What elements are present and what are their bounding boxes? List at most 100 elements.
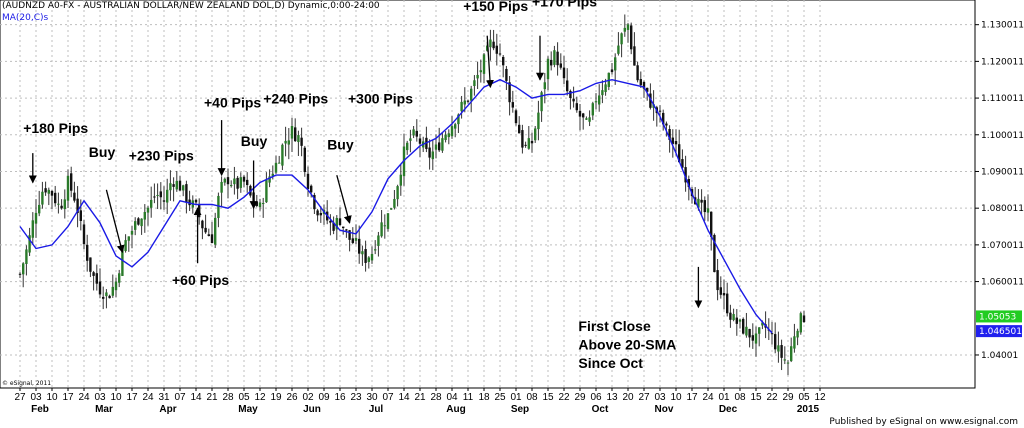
candle-body [169, 183, 172, 191]
candle-body [562, 67, 566, 79]
candle-body [463, 100, 466, 105]
candle-body [66, 175, 70, 201]
candle-body [540, 92, 543, 112]
candle-body [537, 112, 540, 130]
candle-body [358, 238, 361, 254]
candle-body [623, 27, 626, 32]
x-day-label: 16 [334, 392, 346, 403]
candle-body [89, 257, 92, 272]
candle-body [281, 144, 284, 166]
candle-body [335, 218, 338, 230]
candle-body [310, 185, 313, 193]
candle-body [518, 124, 521, 134]
candle-body [530, 140, 534, 144]
candle-body [514, 110, 518, 124]
annotation-label: Since Oct [578, 355, 643, 371]
x-day-label: 31 [158, 392, 170, 403]
candle-body [719, 287, 722, 295]
x-day-label: 01 [718, 392, 730, 403]
x-month-label: Apr [159, 404, 176, 415]
candle-body [303, 147, 306, 173]
y-tick-label: 1.130011 [981, 21, 1024, 31]
candle-body [674, 141, 678, 145]
candle-body [73, 192, 76, 201]
candle-body [646, 87, 649, 92]
candle-body [748, 328, 751, 338]
candle-body [300, 137, 303, 146]
candle-body [498, 53, 502, 55]
x-day-label: 07 [382, 392, 394, 403]
copyright-note: © eSignal, 2011 [2, 380, 52, 387]
candle-body [780, 345, 783, 358]
candle-body [447, 133, 450, 138]
candle-body [134, 221, 137, 230]
candle-body [342, 226, 345, 229]
candle-body [265, 180, 268, 203]
x-day-label: 01 [510, 392, 522, 403]
candle-body [786, 362, 790, 364]
candle-body [114, 281, 118, 291]
candle-body [287, 140, 290, 145]
x-day-label: 13 [606, 392, 618, 403]
candle-body [569, 90, 572, 99]
candle-body [492, 41, 495, 49]
x-day-label: 25 [494, 392, 506, 403]
candle-body [658, 110, 662, 112]
candle-body [601, 90, 604, 96]
candle-body [534, 128, 537, 141]
plot-frame [0, 0, 976, 389]
candle-body [92, 272, 95, 276]
candle-body [418, 138, 422, 144]
x-day-label: 11 [463, 392, 474, 403]
candle-body [393, 198, 396, 208]
candle-body [143, 211, 146, 220]
candle-body [383, 225, 386, 227]
candle-body [175, 180, 178, 190]
x-month-label: Jun [303, 404, 321, 415]
candle-body [713, 234, 716, 273]
annotation-label: +60 Pips [172, 272, 229, 288]
candle-body [140, 218, 143, 227]
x-day-label: 10 [670, 392, 682, 403]
x-day-label: 09 [318, 392, 330, 403]
candle-body [473, 80, 476, 86]
x-day-label: 27 [14, 392, 26, 403]
candle-body [124, 240, 127, 251]
x-day-label: 12 [814, 392, 826, 403]
price-tag-label: 1.046501 [979, 327, 1022, 337]
candle-body [146, 207, 150, 213]
candle-body [230, 185, 233, 187]
candle-body [457, 114, 460, 125]
annotation-arrow [336, 174, 352, 224]
x-day-label: 08 [526, 392, 538, 403]
candle-body [54, 192, 57, 204]
candle-body [44, 188, 47, 193]
y-tick-label: 1.110011 [981, 94, 1024, 104]
candle-body [201, 220, 204, 229]
candle-body [271, 173, 274, 177]
candle-body [118, 273, 121, 283]
candle-body [172, 184, 175, 187]
candle-body [86, 244, 89, 261]
candle-body [678, 144, 681, 163]
annotation-label: +180 Pips [23, 120, 88, 136]
candle-body [364, 249, 367, 263]
candle-body [76, 198, 79, 214]
candle-body [662, 112, 665, 125]
annotation-label: +240 Pips [263, 91, 328, 107]
candle-body [18, 273, 22, 275]
candle-body [639, 79, 642, 86]
candle-body [162, 200, 166, 202]
candle-body [377, 235, 380, 246]
annotation-label: Buy [241, 133, 268, 149]
candle-body [329, 220, 332, 223]
candle-body [60, 205, 63, 209]
x-day-label: 05 [238, 392, 250, 403]
candle-body [799, 313, 802, 333]
candle-body [70, 173, 73, 191]
candle-body [348, 230, 351, 240]
x-month-label: Nov [655, 404, 674, 415]
x-month-label: 2015 [797, 404, 820, 415]
x-day-label: 18 [478, 392, 490, 403]
